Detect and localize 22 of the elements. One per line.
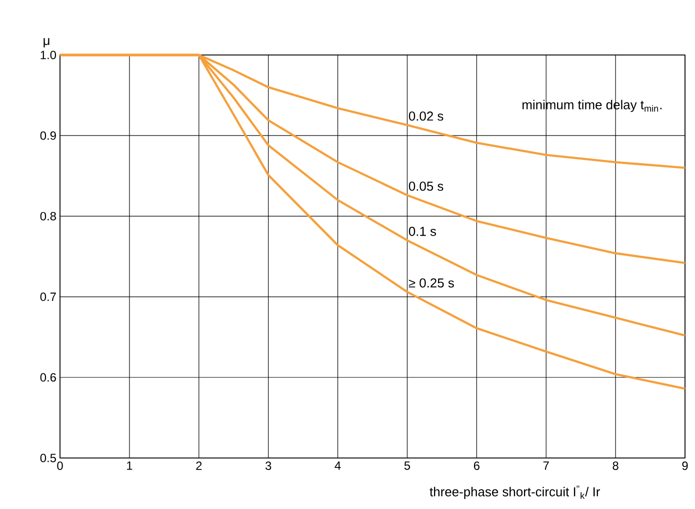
x-tick-label: 5 [404, 462, 410, 470]
series-label: 0.05 s [408, 182, 444, 191]
y-tick-label: 0.8 [40, 212, 56, 220]
x-axis-title: three-phase short-circuit I$^{"}$$_{k}$/ Ir [430, 486, 600, 499]
x-tick-label: 6 [474, 462, 480, 470]
y-tick-label: 1.0 [40, 50, 56, 60]
x-tick-label: 8 [612, 462, 618, 470]
x-tick-label: 2 [196, 462, 202, 470]
x-tick-label: 4 [334, 462, 341, 470]
y-tick-label: 0.7 [40, 292, 56, 302]
y-tick-label: 0.6 [40, 373, 56, 382]
x-tick-label: 9 [682, 462, 688, 470]
y-axis-title: μ [44, 38, 50, 48]
series-label: 0.02 s [408, 112, 444, 121]
x-tick-label: 7 [543, 462, 549, 470]
y-tick-label: 0.9 [40, 131, 56, 140]
y-tick-label: 0.5 [40, 454, 56, 462]
x-tick-label: 0 [57, 462, 63, 470]
x-tick-label: 3 [265, 462, 272, 470]
x-tick-label: 1 [127, 462, 132, 470]
series-label: ≥ 0.25 s [408, 278, 454, 288]
series-label: 0.1 s [408, 226, 436, 236]
